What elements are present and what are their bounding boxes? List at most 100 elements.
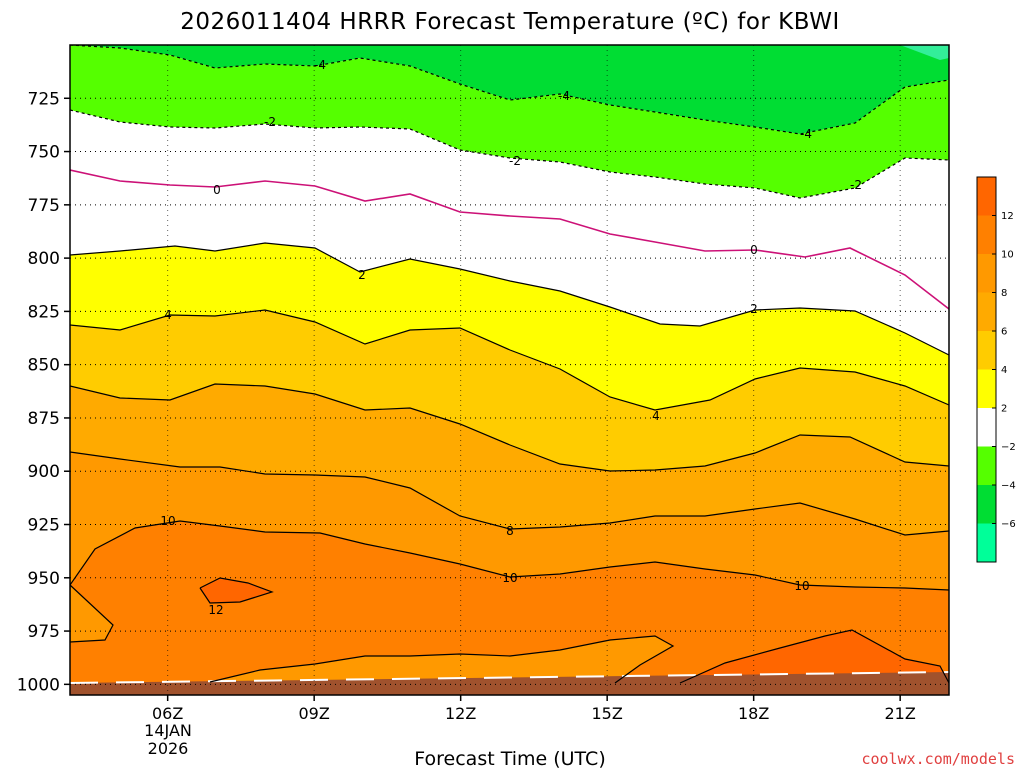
contour-minus-2 — [70, 109, 949, 199]
plot-frame — [69, 44, 950, 696]
x-tick-label: 09Z — [299, 704, 330, 723]
x-date-line-1: 14JAN — [144, 721, 192, 740]
x-tick-label: 15Z — [592, 704, 623, 723]
credit-text: coolwx.com/models — [861, 750, 1015, 768]
colorbar-segment — [977, 292, 996, 332]
contour-label: 2 — [358, 268, 366, 282]
colorbar-tick-label: 6 — [1001, 327, 1007, 338]
svg-text:12: 12 — [208, 603, 223, 617]
colorbar-segment — [977, 215, 996, 255]
colorbar-tick-label: −2 — [1001, 442, 1016, 453]
colorbar-tick-label: −4 — [1001, 481, 1016, 492]
contour-0 — [70, 169, 949, 310]
chart-title: 2026011404 HRRR Forecast Temperature (ºC… — [180, 9, 840, 35]
contour-10 — [70, 520, 949, 591]
colorbar-tick-label: 12 — [1001, 211, 1014, 222]
contour-label: 4 — [164, 308, 172, 322]
y-tick-label: 925 — [28, 516, 60, 536]
band-4-to-6 — [70, 310, 949, 471]
x-axis-label: Forecast Time (UTC) — [414, 748, 605, 768]
contour-label: 10 — [794, 579, 809, 593]
contour-label: -2 — [509, 154, 521, 168]
y-axis: 725 750 775 800 825 850 875 900 925 950 975 1000 — [17, 89, 70, 695]
band-near-surface-12-plus — [680, 630, 949, 683]
colorbar-segment — [977, 485, 996, 524]
svg-text:10: 10 — [160, 514, 175, 528]
contour-label: 10 — [502, 571, 517, 585]
band-10-to-12 — [70, 521, 949, 695]
contour-label: 2 — [750, 302, 758, 316]
x-tick-label: 12Z — [445, 704, 476, 723]
contour-label: 4 — [652, 409, 660, 423]
colorbar-tick-label: −6 — [1001, 519, 1016, 530]
y-tick-label: 975 — [28, 622, 60, 642]
contour-near-surface-10 — [209, 635, 675, 684]
y-tick-label: 775 — [28, 196, 60, 216]
colorbar-segment — [977, 369, 996, 409]
contour-label: 12 — [208, 603, 223, 617]
svg-text:8: 8 — [506, 524, 514, 538]
svg-text:-4: -4 — [558, 89, 570, 103]
y-tick-label: 750 — [28, 143, 60, 163]
contour-label: 8 — [506, 524, 514, 538]
contour-label: 0 — [213, 183, 221, 197]
y-tick-label: 950 — [28, 569, 60, 589]
y-tick-label: 725 — [28, 89, 60, 109]
svg-text:2: 2 — [750, 302, 758, 316]
y-tick-label: 875 — [28, 409, 60, 429]
contour-near-surface-12 — [679, 629, 949, 684]
svg-text:-2: -2 — [850, 178, 862, 192]
contour-label: 0 — [750, 243, 758, 257]
y-tick-label: 800 — [28, 249, 60, 269]
contour-labels: -4 -4 -4 -2 -2 -2 0 0 2 2 4 4 8 10 10 10 12 — [160, 58, 862, 617]
colorbar-segment — [977, 408, 996, 447]
contour-lines — [70, 45, 949, 684]
colorbar-tick-label: 4 — [1001, 365, 1007, 376]
colorbar: 12 10 8 6 4 2 −2 −4 −6 — [976, 176, 1016, 563]
contour-12 — [199, 577, 274, 604]
colorbar-segment — [977, 254, 996, 293]
contour-4 — [70, 309, 949, 411]
contour-8 — [70, 451, 949, 536]
colorbar-tick-label: 2 — [1001, 404, 1007, 415]
contour-6 — [70, 383, 949, 472]
svg-text:-4: -4 — [800, 127, 812, 141]
band-below-minus-6 — [900, 45, 949, 60]
band-left-pocket-8-to-10 — [70, 585, 113, 642]
band-below-minus-4 — [70, 45, 949, 134]
grid-lines — [70, 45, 949, 695]
svg-text:2: 2 — [358, 268, 366, 282]
svg-text:0: 0 — [750, 243, 758, 257]
x-tick-label: 18Z — [738, 704, 769, 723]
x-axis: 06Z 09Z 12Z 15Z 18Z 21Z — [152, 695, 916, 723]
x-date-line-2: 2026 — [148, 739, 189, 758]
y-tick-label: 1000 — [17, 675, 60, 695]
x-tick-label: 21Z — [885, 704, 916, 723]
svg-text:-4: -4 — [314, 58, 326, 72]
contour-label: -4 — [800, 127, 812, 141]
svg-text:-2: -2 — [264, 115, 276, 129]
colorbar-segment — [977, 446, 996, 486]
svg-text:0: 0 — [213, 183, 221, 197]
svg-text:10: 10 — [502, 571, 517, 585]
x-tick-label: 06Z — [152, 704, 183, 723]
colorbar-segment — [977, 523, 996, 563]
svg-text:10: 10 — [794, 579, 809, 593]
contour-10-pocket — [70, 584, 114, 643]
contour-label: -4 — [558, 89, 570, 103]
y-tick-label: 825 — [28, 302, 60, 322]
temperature-bands — [70, 45, 949, 695]
colorbar-segment — [977, 177, 996, 216]
svg-text:4: 4 — [652, 409, 660, 423]
y-tick-label: 900 — [28, 462, 60, 482]
contour-label: 10 — [160, 514, 175, 528]
colorbar-tick-label: 10 — [1001, 250, 1014, 261]
colorbar-tick-label: 8 — [1001, 288, 1007, 299]
band-2-to-4 — [70, 243, 949, 410]
band-6-to-8 — [70, 384, 949, 535]
band-12-plus-pocket — [200, 578, 272, 603]
band-minus-4-to-minus-2 — [70, 45, 949, 198]
ground-surface — [70, 672, 949, 695]
contour-label: -2 — [850, 178, 862, 192]
